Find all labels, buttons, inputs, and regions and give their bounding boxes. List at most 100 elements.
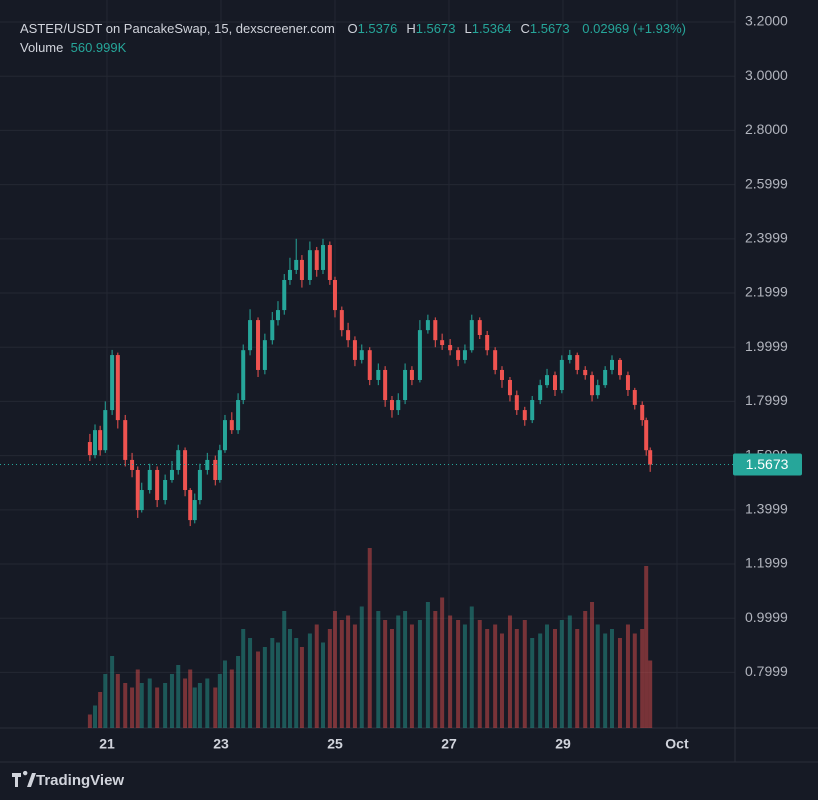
- volume-bar: [123, 683, 128, 728]
- candle-body: [339, 310, 344, 331]
- volume-bar: [559, 620, 564, 728]
- candle-body: [188, 490, 193, 521]
- volume-bar: [538, 633, 543, 728]
- candle-body: [559, 359, 564, 391]
- volume-bar: [241, 629, 246, 728]
- ohlc-key: O: [347, 21, 358, 36]
- volume-bar: [192, 687, 197, 728]
- y-tick-label: 2.3999: [745, 230, 788, 246]
- volume-bar: [188, 669, 193, 728]
- volume-bar: [352, 624, 357, 728]
- candle-body: [115, 355, 120, 421]
- volume-bar: [217, 674, 222, 728]
- volume-bar: [98, 692, 103, 728]
- x-tick-label: 29: [555, 736, 571, 752]
- volume-bar: [648, 660, 653, 728]
- x-tick-label: 27: [441, 736, 457, 752]
- volume-bar: [462, 624, 467, 728]
- candle-body: [205, 459, 210, 470]
- candle-body: [287, 269, 292, 280]
- volume-bar: [595, 624, 600, 728]
- volume-bar: [321, 642, 326, 728]
- ohlc-key: H: [406, 21, 416, 36]
- candle-body: [87, 442, 92, 456]
- candle-body: [567, 355, 572, 360]
- volume-bar: [440, 597, 445, 728]
- volume-bar: [110, 656, 115, 728]
- volume-bar: [409, 624, 414, 728]
- candle-body: [256, 320, 261, 370]
- volume-bar: [417, 620, 422, 728]
- candle-body: [595, 385, 600, 396]
- volume-bar: [163, 683, 168, 728]
- volume-bar: [625, 624, 630, 728]
- candle-body: [352, 340, 357, 360]
- candle-body: [493, 350, 498, 370]
- candle-body: [625, 375, 630, 391]
- candle-body: [603, 369, 608, 386]
- candle-body: [632, 390, 637, 405]
- candle-body: [183, 450, 188, 491]
- y-tick-label: 2.5999: [745, 175, 788, 191]
- candle-body: [462, 350, 467, 360]
- candle-body: [262, 340, 267, 370]
- candle-body: [213, 459, 218, 480]
- candle-body: [321, 245, 326, 270]
- volume-bar: [603, 633, 608, 728]
- volume-bar: [213, 687, 218, 728]
- candle-body: [307, 250, 312, 280]
- volume-bar: [294, 638, 299, 728]
- volume-bar: [236, 656, 241, 728]
- ohlc-key: C: [520, 21, 530, 36]
- volume-bar: [507, 615, 512, 728]
- candle-body: [103, 410, 108, 451]
- candle-body: [376, 369, 381, 380]
- volume-bar: [222, 660, 227, 728]
- volume-bar: [103, 674, 108, 728]
- volume-bar: [590, 602, 595, 728]
- volume-bar: [307, 633, 312, 728]
- candle-body: [176, 450, 181, 470]
- candle-body: [147, 469, 152, 491]
- candle-body: [485, 335, 490, 351]
- volume-bar: [359, 606, 364, 728]
- ohlc-value: 1.5376: [357, 21, 398, 36]
- ohlc: O1.5376 H1.5673 L1.5364 C1.5673: [338, 21, 569, 36]
- x-tick-label: 25: [327, 736, 343, 752]
- volume-bar: [367, 548, 372, 728]
- candle-body: [248, 320, 253, 351]
- candle-body: [98, 430, 103, 451]
- brand-logo: [12, 770, 36, 787]
- volume-bar: [403, 611, 408, 728]
- ohlc-value: 1.5673: [529, 21, 570, 36]
- volume-bar: [270, 638, 275, 728]
- symbol-title: ASTER/USDT on PancakeSwap, 15, dexscreen…: [20, 21, 335, 36]
- x-tick-label: Oct: [665, 736, 689, 752]
- ohlc-value: 1.5364: [471, 21, 512, 36]
- volume-bar: [545, 624, 550, 728]
- brand-text: TradingView: [36, 772, 124, 789]
- change: 0.02969 (+1.93%): [582, 21, 686, 36]
- candle-body: [332, 279, 337, 311]
- volume-bar: [514, 629, 519, 728]
- candle-body: [514, 395, 519, 411]
- candle-body: [433, 320, 438, 341]
- candle-body: [314, 250, 319, 270]
- ohlc-key: L: [464, 21, 472, 36]
- volume-bar: [169, 674, 174, 728]
- candle-body: [383, 369, 388, 401]
- candle-body: [396, 400, 401, 411]
- volume-bar: [383, 620, 388, 728]
- last-price-label: 1.5673: [746, 456, 789, 472]
- volume-bar: [282, 611, 287, 728]
- legend-row: Volume 560.999K: [20, 38, 686, 57]
- candle-body: [110, 355, 115, 411]
- last-price-tag: [733, 453, 802, 476]
- volume-bar: [314, 624, 319, 728]
- volume-bar: [485, 629, 490, 728]
- x-tick-label: 23: [213, 736, 229, 752]
- candle-body: [648, 450, 653, 465]
- legend-row: ASTER/USDT on PancakeSwap, 15, dexscreen…: [20, 19, 686, 38]
